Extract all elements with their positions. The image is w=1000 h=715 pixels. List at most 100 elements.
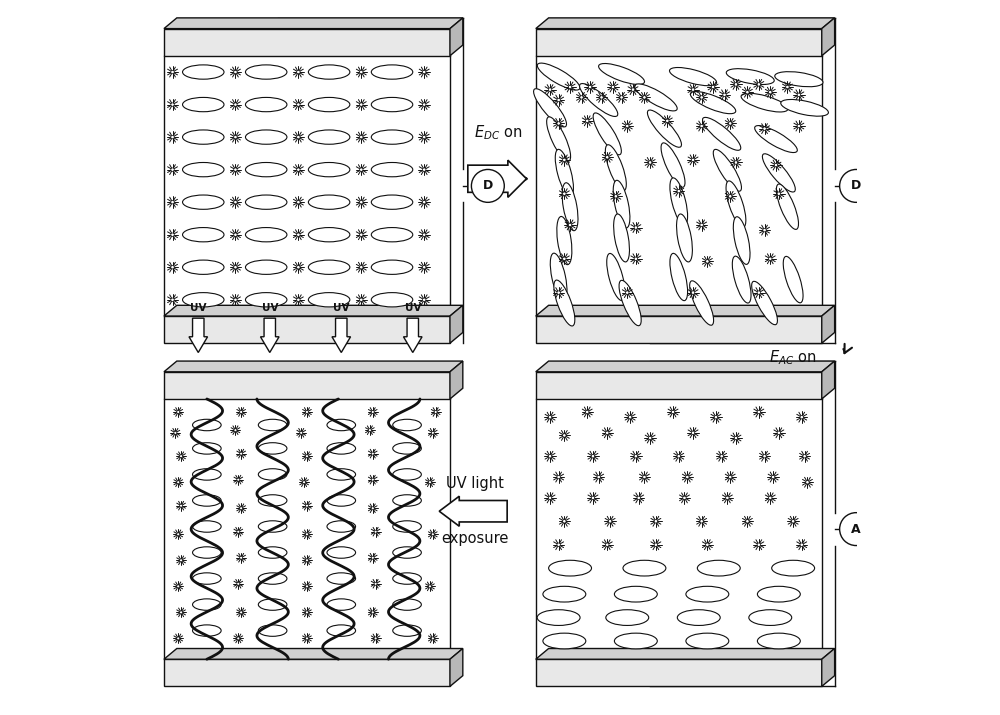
Ellipse shape — [547, 117, 571, 162]
Polygon shape — [450, 18, 463, 56]
Ellipse shape — [670, 178, 688, 225]
Ellipse shape — [393, 599, 421, 611]
Circle shape — [771, 475, 775, 479]
Circle shape — [757, 543, 761, 546]
Circle shape — [786, 85, 789, 89]
Circle shape — [686, 475, 689, 479]
Ellipse shape — [619, 280, 641, 326]
Circle shape — [608, 520, 612, 523]
Ellipse shape — [550, 253, 567, 301]
Ellipse shape — [327, 521, 356, 532]
Circle shape — [631, 88, 635, 92]
Circle shape — [769, 91, 772, 94]
Circle shape — [563, 434, 566, 437]
Circle shape — [729, 122, 732, 125]
Circle shape — [305, 559, 308, 562]
Ellipse shape — [703, 117, 741, 150]
Ellipse shape — [393, 573, 421, 584]
Ellipse shape — [327, 419, 356, 430]
Ellipse shape — [308, 292, 350, 307]
Circle shape — [371, 507, 374, 510]
Circle shape — [360, 70, 363, 74]
Circle shape — [774, 163, 778, 167]
Circle shape — [806, 480, 809, 484]
Circle shape — [368, 429, 371, 432]
Circle shape — [586, 410, 589, 414]
Circle shape — [597, 475, 600, 479]
Ellipse shape — [327, 573, 356, 584]
Circle shape — [591, 496, 595, 500]
Ellipse shape — [327, 469, 356, 480]
Ellipse shape — [762, 154, 795, 192]
Ellipse shape — [543, 586, 586, 602]
Circle shape — [234, 135, 237, 139]
Circle shape — [303, 480, 306, 484]
Text: UV: UV — [190, 303, 207, 313]
Ellipse shape — [245, 227, 287, 242]
Ellipse shape — [690, 92, 736, 114]
Circle shape — [691, 88, 695, 92]
Text: UV: UV — [405, 303, 421, 313]
Ellipse shape — [614, 633, 657, 649]
Ellipse shape — [772, 561, 815, 576]
Ellipse shape — [757, 586, 800, 602]
Ellipse shape — [726, 181, 746, 227]
Ellipse shape — [193, 547, 221, 558]
Circle shape — [237, 531, 240, 533]
Circle shape — [648, 436, 652, 440]
Circle shape — [628, 415, 632, 419]
Circle shape — [360, 298, 363, 302]
Circle shape — [588, 85, 592, 89]
FancyArrow shape — [332, 318, 351, 352]
FancyArrow shape — [439, 496, 507, 526]
Ellipse shape — [605, 144, 626, 191]
Circle shape — [683, 496, 686, 500]
Circle shape — [371, 452, 374, 455]
Circle shape — [234, 429, 237, 432]
Circle shape — [422, 70, 426, 74]
Ellipse shape — [193, 521, 221, 532]
Ellipse shape — [670, 67, 717, 86]
Text: UV: UV — [262, 303, 278, 313]
Circle shape — [360, 233, 363, 237]
Ellipse shape — [183, 195, 224, 209]
Circle shape — [297, 233, 300, 237]
Text: $E_{DC}$ on: $E_{DC}$ on — [474, 123, 523, 142]
Ellipse shape — [258, 521, 287, 532]
Ellipse shape — [327, 495, 356, 506]
Ellipse shape — [308, 162, 350, 177]
Ellipse shape — [308, 97, 350, 112]
Circle shape — [177, 410, 180, 413]
Circle shape — [237, 582, 240, 586]
Ellipse shape — [393, 625, 421, 636]
Ellipse shape — [327, 547, 356, 558]
Circle shape — [360, 103, 363, 107]
Ellipse shape — [613, 180, 630, 228]
Ellipse shape — [193, 599, 221, 611]
Ellipse shape — [775, 72, 823, 87]
Ellipse shape — [258, 573, 287, 584]
Circle shape — [763, 127, 766, 130]
Ellipse shape — [193, 625, 221, 636]
Circle shape — [305, 410, 308, 413]
Ellipse shape — [733, 217, 750, 265]
Circle shape — [471, 169, 504, 202]
Ellipse shape — [371, 292, 413, 307]
Circle shape — [757, 83, 761, 86]
Polygon shape — [164, 305, 463, 316]
Circle shape — [180, 504, 183, 507]
Polygon shape — [164, 18, 463, 29]
Polygon shape — [450, 305, 463, 343]
Ellipse shape — [258, 469, 287, 480]
Ellipse shape — [183, 227, 224, 242]
Circle shape — [557, 475, 560, 479]
Circle shape — [234, 168, 237, 172]
Ellipse shape — [371, 260, 413, 275]
Ellipse shape — [757, 633, 800, 649]
Polygon shape — [536, 18, 835, 29]
Circle shape — [634, 455, 638, 458]
Circle shape — [234, 233, 237, 237]
Polygon shape — [536, 659, 822, 686]
Circle shape — [691, 431, 695, 435]
Circle shape — [557, 543, 560, 546]
